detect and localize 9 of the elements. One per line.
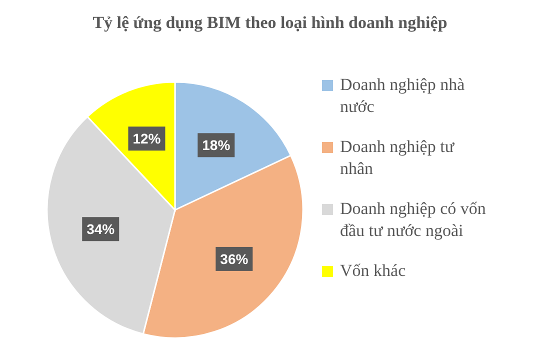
data-label: 36% [220,250,249,267]
legend-label: Doanh nghiệp nhà nước [340,75,466,116]
data-label: 34% [86,221,116,237]
legend-label: Vốn khác [340,261,406,280]
legend-label: Doanh nghiệp tư nhân [340,137,455,178]
chart-title: Tỷ lệ ứng dụng BIM theo loại hình doanh nghiệp [92,13,448,32]
legend-label: Doanh nghiệp có vốn đầu tư nước ngoài [340,199,486,240]
data-label: 18% [202,137,231,154]
data-label: 12% [132,130,162,146]
